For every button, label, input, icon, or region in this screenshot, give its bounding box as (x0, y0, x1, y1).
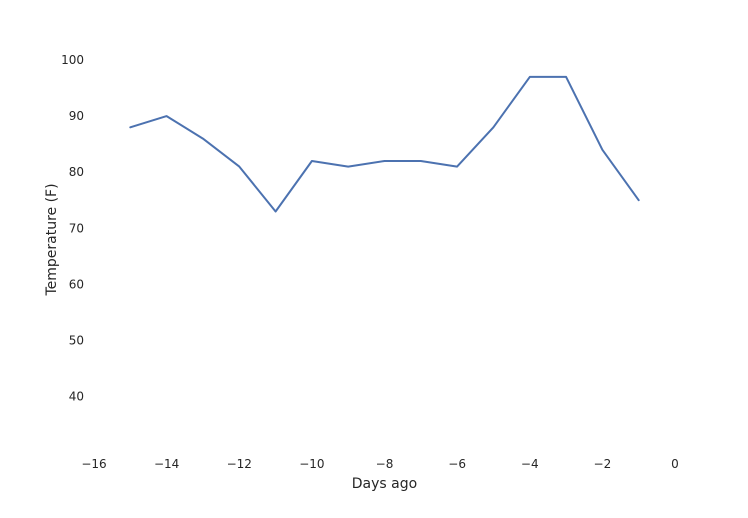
series-line (129, 75, 640, 213)
x-tick-label: −2 (594, 457, 612, 471)
y-tick-label: 60 (69, 277, 84, 291)
x-axis-ticks: −16 −14 −12 −10 −8 −6 −4 −2 0 (81, 457, 678, 471)
x-tick-label: −16 (81, 457, 106, 471)
x-tick-label: −14 (154, 457, 179, 471)
y-axis-ticks: 40 50 60 70 80 90 100 (61, 53, 84, 403)
y-tick-label: 100 (61, 53, 84, 67)
x-tick-label: −8 (376, 457, 394, 471)
x-tick-label: −4 (521, 457, 539, 471)
x-tick-label: −12 (227, 457, 252, 471)
x-axis-title: Days ago (352, 476, 417, 492)
y-tick-label: 90 (69, 109, 84, 123)
y-axis-title: Temperature (F) (44, 183, 60, 296)
y-tick-label: 50 (69, 333, 84, 347)
x-tick-label: −10 (299, 457, 324, 471)
y-tick-label: 70 (69, 221, 84, 235)
y-tick-label: 80 (69, 165, 84, 179)
series-layer (129, 75, 640, 213)
x-tick-label: −6 (448, 457, 466, 471)
y-tick-label: 40 (69, 390, 84, 404)
x-tick-label: 0 (671, 457, 679, 471)
